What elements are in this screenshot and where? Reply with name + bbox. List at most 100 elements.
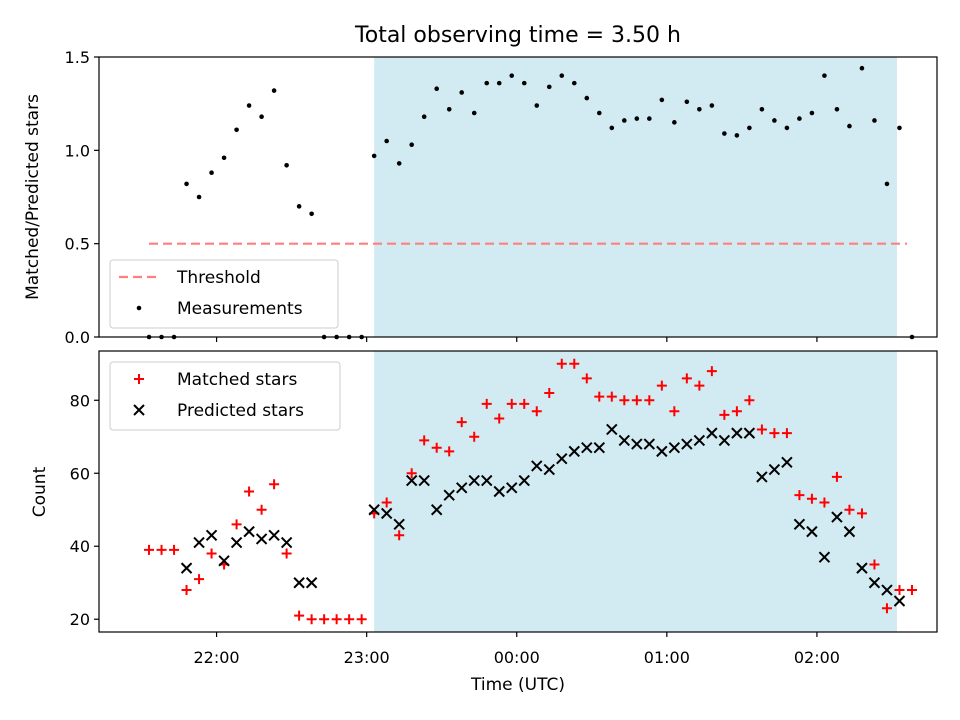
- x-tick-label: 00:00: [494, 648, 540, 667]
- measurement-point: [797, 116, 802, 121]
- measurement-point: [809, 110, 815, 116]
- matched-star-point: [906, 585, 917, 596]
- matched-star-point: [619, 395, 630, 406]
- measurement-point: [759, 106, 765, 112]
- predicted-star-point: [368, 504, 380, 516]
- count-ylabel: Count: [30, 466, 50, 517]
- matched-star-point: [669, 406, 680, 417]
- measurement-point: [822, 73, 827, 78]
- predicted-star-point: [243, 525, 255, 538]
- matched-star-point: [331, 614, 342, 625]
- predicted-star-point: [205, 529, 218, 541]
- matched-star-point: [519, 398, 530, 409]
- measurement-point: [509, 73, 515, 78]
- measurement-point: [484, 80, 490, 86]
- measurements-series: [146, 65, 915, 340]
- matched-star-point: [269, 479, 280, 490]
- legend-label: Threshold: [176, 268, 261, 288]
- measurement-point: [772, 118, 777, 123]
- predicted-star-point: [405, 474, 418, 487]
- measurement-point: [496, 80, 502, 86]
- matched-star-point: [469, 431, 480, 442]
- legend-label: Measurements: [177, 299, 303, 319]
- measurement-point: [384, 138, 389, 144]
- legend-label: Matched stars: [177, 370, 297, 390]
- predicted-star-point: [218, 555, 230, 567]
- y-tick-label: 80: [70, 391, 90, 410]
- measurement-point: [546, 84, 552, 90]
- predicted-star-point: [531, 460, 543, 472]
- measurement-point: [622, 118, 627, 123]
- matched-star-point: [844, 504, 855, 515]
- predicted-star-point: [393, 518, 405, 531]
- measurement-point: [596, 110, 602, 116]
- predicted-star-point: [293, 577, 305, 589]
- measurement-point: [672, 120, 677, 125]
- matched-star-point: [819, 497, 830, 508]
- measurement-point: [371, 153, 377, 159]
- measurement-point: [259, 114, 264, 120]
- predicted-star-point: [618, 434, 631, 447]
- matched-star-point: [644, 395, 655, 406]
- measurement-point: [534, 103, 540, 108]
- predicted-star-point: [681, 438, 693, 450]
- measurement-point: [296, 204, 302, 209]
- x-tick-label: 22:00: [194, 648, 240, 667]
- x-tick-label: 02:00: [794, 648, 840, 667]
- predicted-star-point: [893, 595, 906, 607]
- measurement-point: [284, 162, 289, 168]
- predicted-star-point: [793, 518, 806, 531]
- y-tick-label: 1.0: [65, 141, 90, 160]
- ratio-panel: Matched/Predicted stars Threshold Measure…: [23, 48, 938, 347]
- y-tick-label: 0.0: [65, 328, 90, 347]
- predicted-star-point: [581, 442, 593, 454]
- matched-star-point: [694, 380, 705, 391]
- predicted-stars-series: [180, 423, 906, 607]
- legend-measurement-handle: [136, 305, 142, 311]
- predicted-star-point: [856, 562, 868, 574]
- y-tick-label: 40: [70, 537, 90, 556]
- matched-star-point: [544, 387, 555, 398]
- matched-star-point: [494, 413, 505, 424]
- predicted-star-point: [643, 438, 656, 450]
- measurement-point: [246, 103, 252, 108]
- matched-star-point: [781, 428, 792, 439]
- predicted-star-point: [731, 427, 743, 439]
- measurement-point: [184, 181, 189, 187]
- measurement-point: [459, 90, 465, 95]
- time-axis: 22:00 23:00 00:00 01:00 02:00: [194, 648, 840, 667]
- matched-star-point: [581, 373, 592, 384]
- measurement-point: [409, 142, 414, 148]
- matched-star-point: [531, 406, 542, 417]
- measurement-point: [872, 118, 877, 123]
- legend-box: [109, 361, 341, 431]
- measurement-point: [446, 106, 452, 112]
- matched-star-point: [194, 574, 205, 585]
- measurement-point: [684, 99, 690, 105]
- measurement-point: [722, 131, 727, 136]
- measurement-point: [697, 106, 702, 112]
- count-plot-area: [144, 351, 917, 632]
- matched-star-point: [594, 391, 605, 402]
- predicted-star-point: [743, 427, 756, 439]
- measurement-point: [659, 97, 665, 103]
- predicted-star-point: [868, 577, 881, 589]
- predicted-star-point: [506, 482, 518, 494]
- x-axis-label: Time (UTC): [470, 675, 565, 695]
- measurement-point: [196, 194, 202, 200]
- measurement-point: [234, 127, 239, 133]
- measurement-point: [734, 133, 740, 138]
- matched-star-point: [206, 548, 217, 559]
- ratio-plot-area: [146, 57, 915, 340]
- matched-star-point: [769, 428, 780, 439]
- predicted-star-point: [443, 489, 455, 501]
- predicted-star-point: [255, 533, 268, 545]
- legend-predicted-handle: [133, 404, 145, 416]
- measurement-point: [434, 86, 440, 92]
- matched-star-point: [244, 486, 255, 497]
- measurement-point: [884, 181, 890, 187]
- measurement-point: [897, 125, 902, 131]
- measurement-point: [559, 73, 565, 78]
- measurement-point: [471, 110, 477, 116]
